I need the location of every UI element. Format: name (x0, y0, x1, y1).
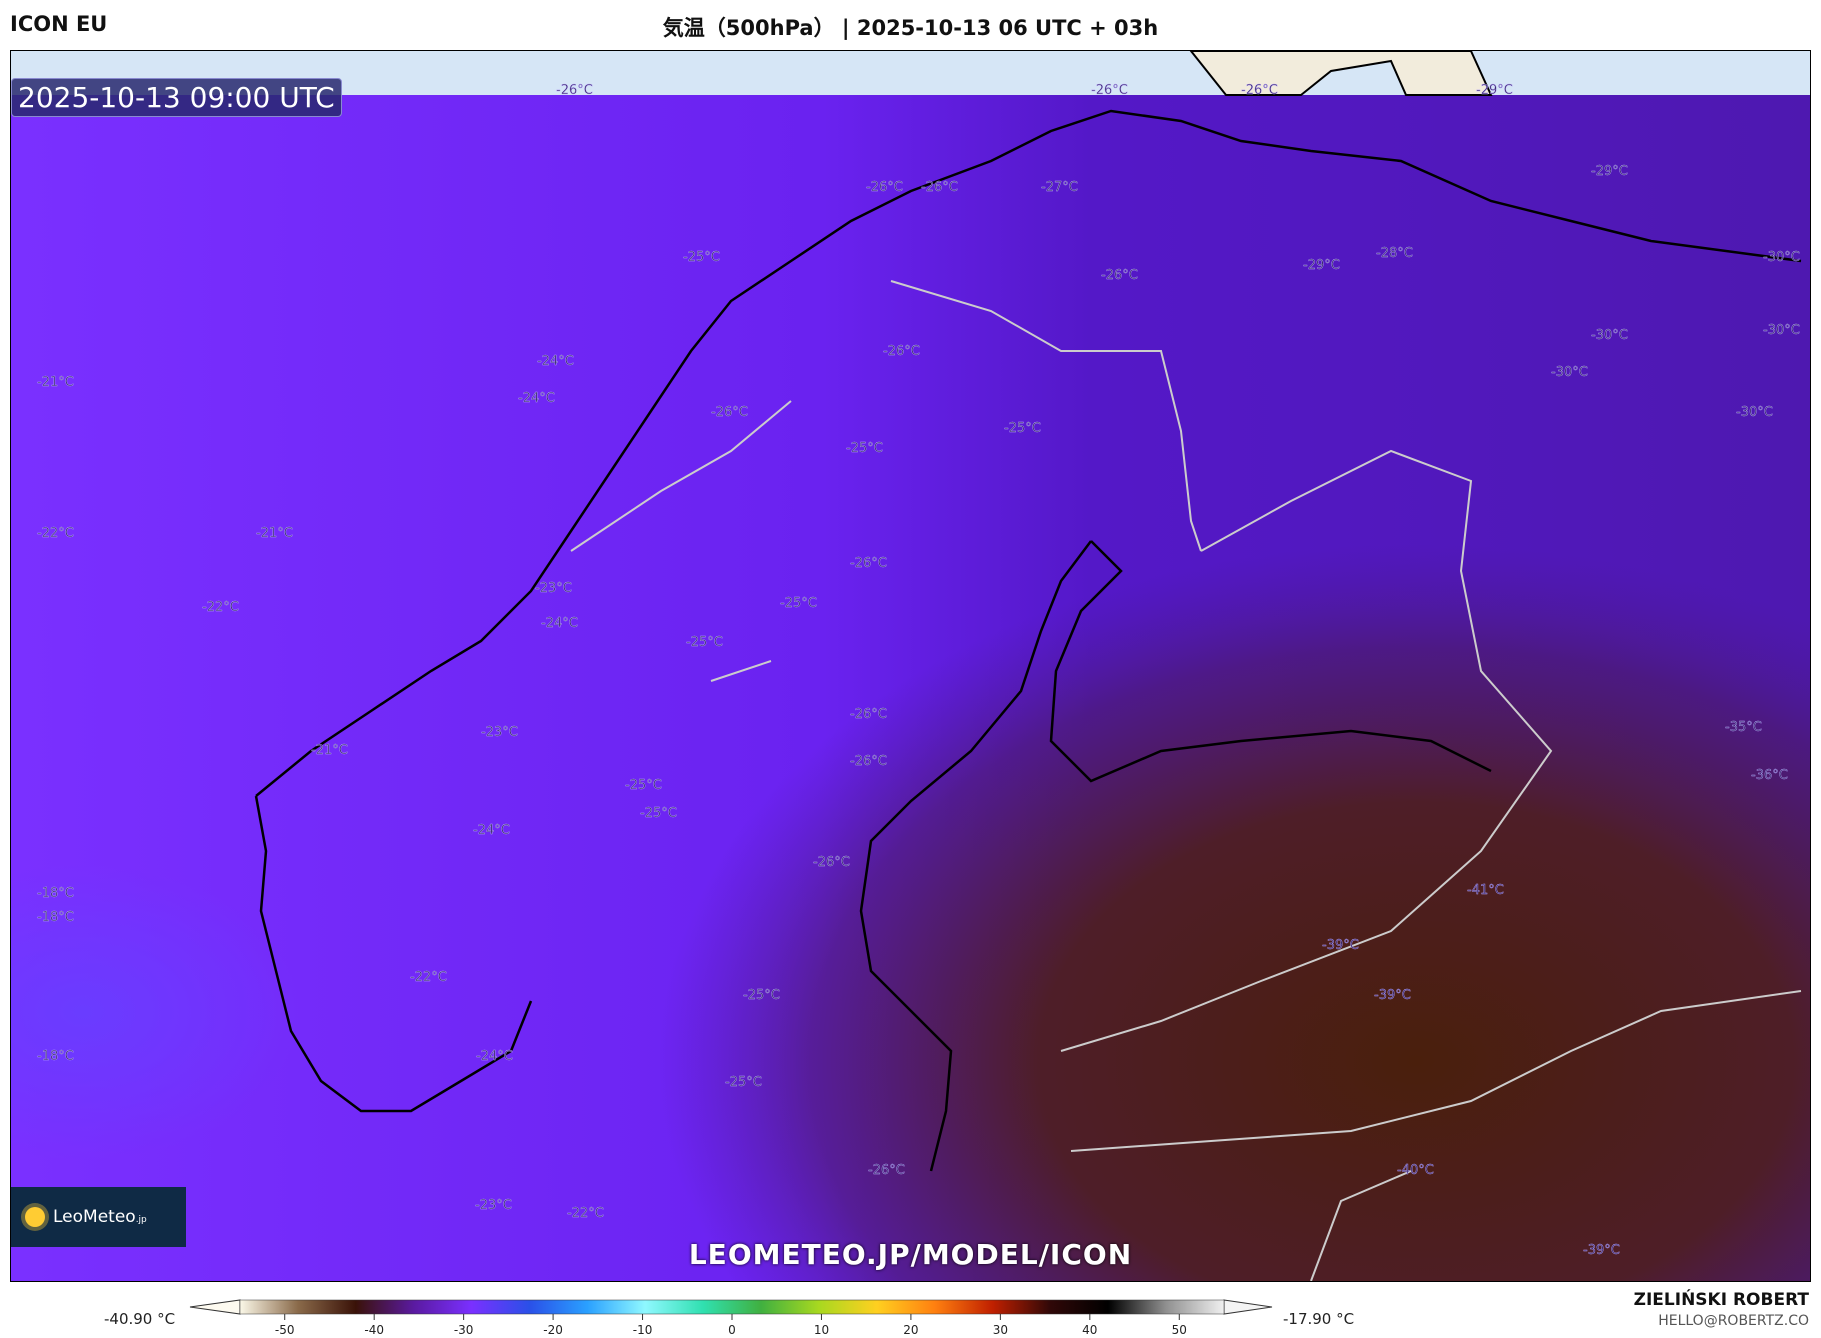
temperature-label: -26°C (868, 1163, 905, 1178)
temperature-label: -21°C (37, 375, 74, 390)
temperature-label: -41°C (1467, 883, 1504, 898)
temperature-label: -18°C (37, 886, 74, 901)
temperature-label: -40°C (1397, 1163, 1434, 1178)
colorbar-tick-label: -10 (633, 1323, 653, 1337)
temperature-label: -30°C (1551, 365, 1588, 380)
temperature-label: -25°C (780, 596, 817, 611)
temperature-label: -24°C (473, 823, 510, 838)
colorbar-tick-label: 50 (1172, 1323, 1187, 1337)
svalbard-land (1189, 51, 1493, 96)
author-credit: ZIELIŃSKI ROBERT HELLO@ROBERTZ.CO (1634, 1290, 1809, 1329)
sun-icon (25, 1207, 45, 1227)
temperature-label: -25°C (640, 806, 677, 821)
temperature-label: -39°C (1322, 938, 1359, 953)
temperature-label: -36°C (1751, 768, 1788, 783)
temperature-label: -26°C (921, 180, 958, 195)
temperature-label: -22°C (410, 970, 447, 985)
temperature-label: -25°C (846, 441, 883, 456)
temperature-label: -29°C (1476, 83, 1513, 98)
colorbar-tick-label: -50 (275, 1323, 295, 1337)
colorbar-tick-label: 40 (1082, 1323, 1097, 1337)
temperature-label: -26°C (866, 180, 903, 195)
temperature-label: -25°C (743, 988, 780, 1003)
temperature-label: -27°C (1041, 180, 1078, 195)
temperature-label: -30°C (1763, 323, 1800, 338)
colorbar-tick-label: -20 (543, 1323, 563, 1337)
temperature-label: -26°C (850, 707, 887, 722)
colorbar-tick-label: -40 (364, 1323, 384, 1337)
temperature-label: -24°C (541, 616, 578, 631)
colorbar-tick-label: 0 (728, 1323, 736, 1337)
temperature-label: -22°C (567, 1206, 604, 1221)
colorbar-min-label: -40.90 °C (104, 1310, 176, 1328)
temperature-label: -30°C (1763, 250, 1800, 265)
colorbar-tick-label: 20 (903, 1323, 918, 1337)
bothnian-coast (859, 540, 1492, 1172)
temperature-label: -26°C (813, 855, 850, 870)
temperature-label: -22°C (37, 526, 74, 541)
temperature-label: -23°C (535, 581, 572, 596)
temperature-label: -39°C (1374, 988, 1411, 1003)
logo-text: LeoMeteo (53, 1207, 136, 1227)
leometeo-logo[interactable]: LeoMeteo .jp (11, 1187, 186, 1247)
temperature-label: -26°C (850, 754, 887, 769)
temperature-label: -26°C (556, 83, 593, 98)
temperature-label: -39°C (1583, 1243, 1620, 1258)
temperature-label: -25°C (686, 635, 723, 650)
temperature-label: -25°C (625, 778, 662, 793)
temperature-label: -23°C (475, 1198, 512, 1213)
colorbar-tick-label: -30 (454, 1323, 474, 1337)
temperature-label: -21°C (256, 526, 293, 541)
temperature-label: -24°C (537, 354, 574, 369)
temperature-label: -22°C (202, 600, 239, 615)
temperature-label: -24°C (518, 391, 555, 406)
colorbar: -50 -40 -30 -20 -10 0 10 20 30 40 50 (189, 1299, 1273, 1337)
colorbar-tick-label: 30 (993, 1323, 1008, 1337)
temperature-label: -23°C (481, 725, 518, 740)
temperature-label: -29°C (1591, 164, 1628, 179)
temperature-label: -18°C (37, 1049, 74, 1064)
temperature-label: -25°C (725, 1075, 762, 1090)
colorbar-gradient (239, 1299, 1225, 1315)
map-canvas: -26°C -26°C -26°C -29°C -26°C -26°C -27°C -25°C… (11, 51, 1810, 1281)
source-url: LEOMETEO.JP/MODEL/ICON (688, 1238, 1133, 1271)
temperature-label: -26°C (1091, 83, 1128, 98)
weather-map[interactable]: -26°C -26°C -26°C -29°C -26°C -26°C -27°C -25°C… (10, 50, 1811, 1282)
map-title: 気温（500hPa） | 2025-10-13 06 UTC + 03h (662, 16, 1159, 40)
scandinavia-coastline (255, 109, 1802, 797)
colorbar-tick-label: 10 (814, 1323, 829, 1337)
colorbar-max-label: -17.90 °C (1283, 1310, 1355, 1328)
temperature-label: -26°C (711, 405, 748, 420)
valid-time-badge: 2025-10-13 09:00 UTC (11, 78, 342, 117)
temperature-label: -29°C (1303, 258, 1340, 273)
temperature-label: -24°C (476, 1049, 513, 1064)
temperature-label: -35°C (1725, 720, 1762, 735)
temperature-label: -21°C (311, 743, 348, 758)
temperature-label: -26°C (850, 556, 887, 571)
temperature-label: -25°C (1004, 421, 1041, 436)
warm-west-area (11, 51, 1810, 1281)
temperature-label: -26°C (1101, 268, 1138, 283)
temperature-label: -28°C (1376, 246, 1413, 261)
temperature-label: -30°C (1591, 328, 1628, 343)
colorbar-right-arrow (1223, 1299, 1273, 1315)
country-borders (570, 280, 1802, 1281)
logo-suffix: .jp (135, 1215, 147, 1225)
colorbar-left-arrow (189, 1299, 241, 1315)
temperature-label: -30°C (1736, 405, 1773, 420)
author-email[interactable]: HELLO@ROBERTZ.CO (1658, 1313, 1809, 1329)
temperature-label: -25°C (683, 250, 720, 265)
temperature-label: -26°C (1241, 83, 1278, 98)
norway-south-coast (254, 795, 533, 1113)
temperature-labels: -26°C -26°C -26°C -29°C -26°C -26°C -27°C -25°C… (37, 83, 1800, 1258)
author-name: ZIELIŃSKI ROBERT (1633, 1290, 1809, 1310)
temperature-label: -18°C (37, 910, 74, 925)
model-name: ICON EU (10, 12, 108, 36)
temperature-label: -26°C (883, 344, 920, 359)
